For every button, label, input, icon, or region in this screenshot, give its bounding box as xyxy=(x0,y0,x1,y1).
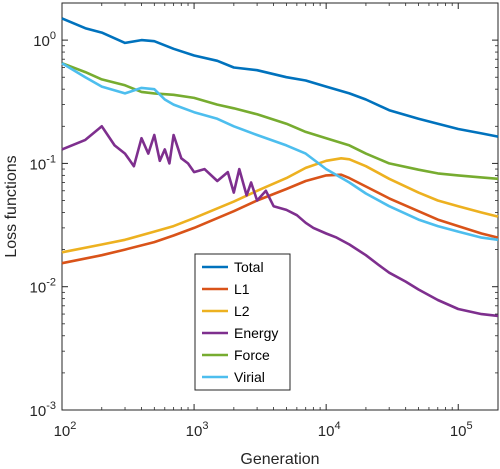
y-axis-label: Loss functions xyxy=(3,155,20,257)
plot-frame xyxy=(61,2,499,411)
tick-layer: 102 103 104 105 10-3 10-2 10-1 100 xyxy=(30,3,498,440)
legend-entry-l2: L2 xyxy=(202,303,250,319)
legend-label: Energy xyxy=(234,325,278,341)
legend-label: Total xyxy=(234,259,264,275)
legend-entry-energy: Energy xyxy=(202,325,278,341)
legend-box xyxy=(194,253,291,391)
x-tick-label: 104 xyxy=(318,420,341,440)
legend-entry-total: Total xyxy=(202,259,264,275)
series-line-l1 xyxy=(61,173,499,265)
series-layer xyxy=(61,17,499,318)
y-tick-label: 10-1 xyxy=(30,153,56,173)
y-tick-label: 10-3 xyxy=(30,400,56,420)
legend-entry-l1: L1 xyxy=(202,281,250,297)
legend: Total L1 L2 Energy Force Virial xyxy=(194,253,291,391)
legend-label: L1 xyxy=(234,281,250,297)
x-tick-label: 103 xyxy=(186,420,209,440)
series-line-total xyxy=(61,17,499,138)
x-axis-label: Generation xyxy=(240,451,319,468)
legend-label: L2 xyxy=(234,303,250,319)
series-line-force xyxy=(61,61,499,181)
y-tick-label: 10-2 xyxy=(30,277,56,297)
series-line-virial xyxy=(61,62,499,242)
legend-label: Virial xyxy=(234,369,265,385)
series-line-l2 xyxy=(61,157,499,254)
plot-area xyxy=(61,2,499,411)
legend-label: Force xyxy=(234,347,270,363)
legend-entry-virial: Virial xyxy=(202,369,265,385)
x-tick-label: 102 xyxy=(54,420,77,440)
series-line-energy xyxy=(61,125,499,318)
x-tick-label: 105 xyxy=(450,420,473,440)
legend-entry-force: Force xyxy=(202,347,270,363)
y-tick-label: 100 xyxy=(33,30,56,50)
